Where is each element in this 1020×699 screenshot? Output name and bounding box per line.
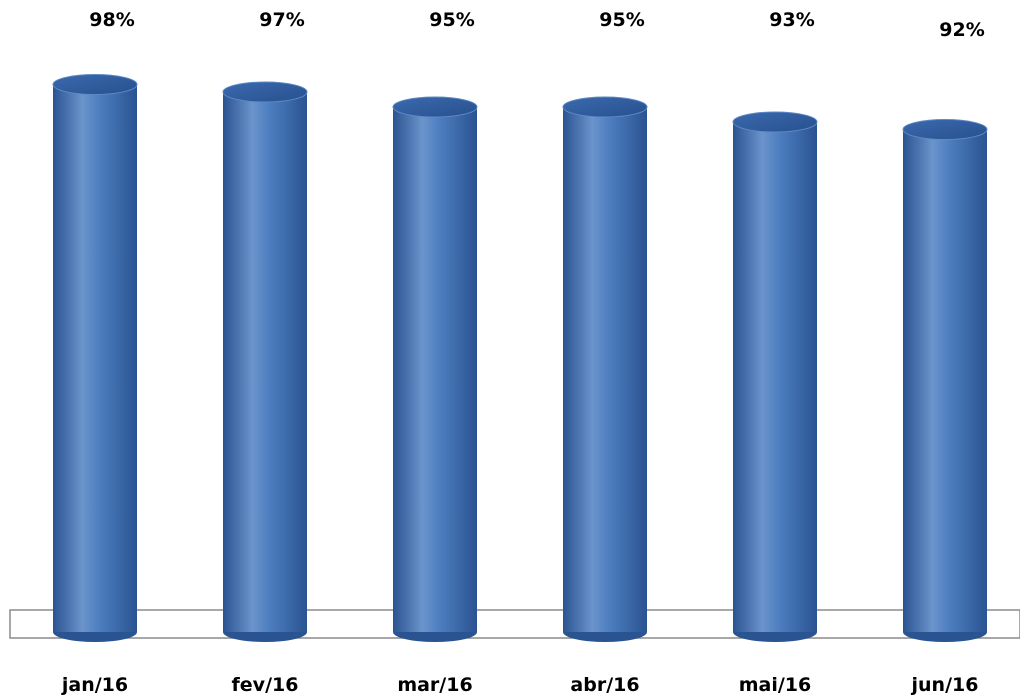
bar-mar/16	[392, 96, 478, 642]
bar-body	[393, 107, 477, 632]
category-label: abr/16	[570, 674, 639, 696]
chart-floor	[9, 609, 1020, 639]
category-label: jan/16	[61, 674, 128, 696]
value-label: 95%	[599, 9, 644, 31]
bar-body	[53, 84, 137, 632]
bar-body	[733, 122, 817, 632]
bar-top	[222, 81, 308, 103]
value-label: 97%	[259, 9, 304, 31]
bar-jan/16	[52, 74, 138, 642]
value-labels: 98% 97% 95% 95% 93% 92%	[89, 9, 984, 41]
bar-series	[52, 74, 988, 642]
bar-body	[223, 92, 307, 632]
bar-top	[562, 96, 648, 118]
bar-jun/16	[902, 119, 988, 642]
value-label: 98%	[89, 9, 134, 31]
bar-fev/16	[222, 81, 308, 642]
bar-mai/16	[732, 111, 818, 642]
bar-top	[52, 74, 138, 95]
bar-body	[563, 107, 647, 632]
bar-abr/16	[562, 96, 648, 642]
bar-top	[732, 111, 818, 133]
category-labels: jan/16 fev/16 mar/16 abr/16 mai/16 jun/16	[61, 674, 979, 696]
floor-plane	[9, 609, 1020, 639]
bar-top	[902, 119, 988, 140]
category-label: fev/16	[232, 674, 299, 696]
bar-top	[392, 96, 478, 118]
value-label: 92%	[939, 19, 984, 41]
bar-body	[903, 129, 987, 632]
value-label: 93%	[769, 9, 814, 31]
value-label: 95%	[429, 9, 474, 31]
category-label: mai/16	[739, 674, 812, 696]
category-label: mar/16	[397, 674, 472, 696]
category-label: jun/16	[911, 674, 979, 696]
